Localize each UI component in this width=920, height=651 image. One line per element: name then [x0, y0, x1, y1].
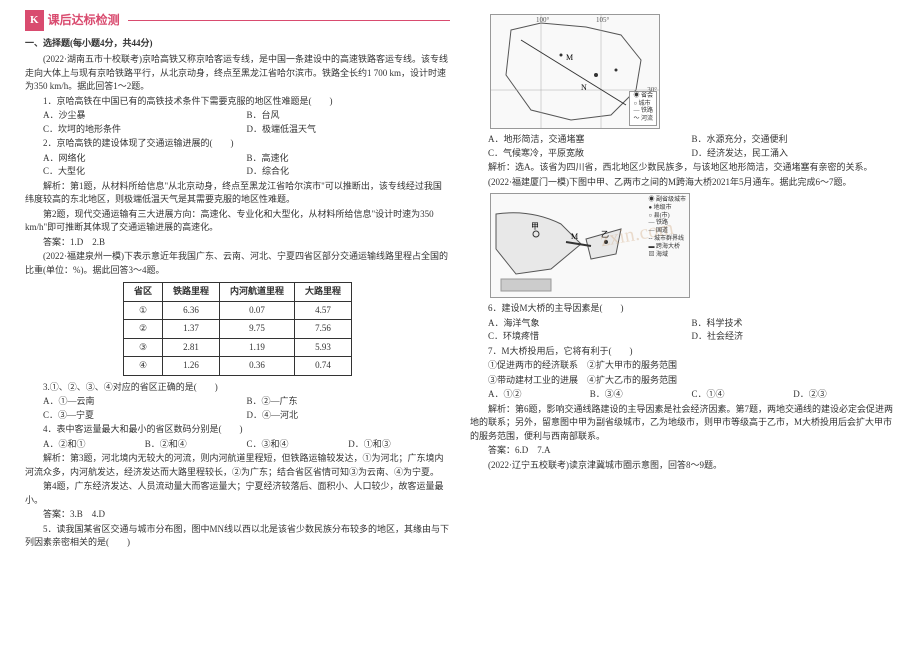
section-title: 一、选择题(每小题4分，共44分): [25, 37, 450, 51]
analysis-5: 解析：选A。该省为四川省，西北地区少数民族多，与该地区地形简洁，交通堵塞有亲密的…: [470, 161, 895, 175]
q3-options: A．①—云南 B．②—广东 C．③—宁夏 D．④—河北: [25, 395, 450, 422]
left-column: K 课后达标检测 一、选择题(每小题4分，共44分) (2022·湖南五市十校联…: [15, 10, 460, 641]
q7-options: A．①② B．③④ C．①④ D．②③: [470, 388, 895, 402]
q3-b: B．②—广东: [247, 395, 451, 409]
q7-a: A．①②: [488, 388, 590, 402]
q4-options: A．②和① B．②和④ C．③和④ D．①和③: [25, 438, 450, 452]
q5-d: D．经济发达，民工涌入: [692, 147, 896, 161]
map1-legend: ◉ 省会 ○ 城市 — 铁路 ～ 河流: [629, 91, 657, 126]
q7-d: D．②③: [793, 388, 895, 402]
q5-options: A．地形简洁，交通堵塞 B．水源充分，交通便利 C．气候寒冷，平原宽敞 D．经济…: [470, 133, 895, 160]
analysis-12a: 解析：第1题，从材料所给信息"从北京动身，终点至黑龙江省哈尔滨市"可以推断出，该…: [25, 180, 450, 207]
svg-text:N: N: [581, 83, 587, 92]
intro-89: (2022·辽宁五校联考)读京津冀城市圈示意图，回答8～9题。: [470, 459, 895, 473]
analysis-12b: 第2题，现代交通运输有三大进展方向：高速化、专业化和大型化，从材料所给信息"设计…: [25, 208, 450, 235]
map-lon1: 100°: [536, 15, 549, 26]
q4-b: B．②和④: [145, 438, 247, 452]
q7-line1: ①促进两市的经济联系 ②扩大甲市的服务范围: [470, 359, 895, 373]
table-row: ②1.379.757.56: [123, 320, 351, 339]
intro-67: (2022·福建厦门一模)下图中甲、乙两市之间的M跨海大桥2021年5月通车。据…: [470, 176, 895, 190]
th1: 省区: [123, 283, 162, 302]
header-badge: K: [25, 10, 44, 31]
q5-b: B．水源充分，交通便利: [692, 133, 896, 147]
intro-12: (2022·湖南五市十校联考)京哈高铁又称京哈客运专线，是中国一条建设中的高速铁…: [25, 53, 450, 94]
q7-c: C．①④: [692, 388, 794, 402]
svg-text:M: M: [571, 232, 578, 241]
q1-c: C．坎坷的地形条件: [43, 123, 247, 137]
map-lon2: 105°: [596, 15, 609, 26]
header-line: [128, 20, 450, 21]
table-row: ①6.360.074.57: [123, 301, 351, 320]
q5: 5．读我国某省区交通与城市分布图，图中MN线以西以北是该省少数民族分布较多的地区…: [25, 523, 450, 550]
table-header-row: 省区 铁路里程 内河航道里程 大路里程: [123, 283, 351, 302]
q6-c: C．环境疼惜: [488, 330, 692, 344]
q6-options: A．海洋气象 B．科学技术 C．环境疼惜 D．社会经济: [470, 317, 895, 344]
q4-a: A．②和①: [43, 438, 145, 452]
q3: 3.①、②、③、④对应的省区正确的是( ): [25, 381, 450, 395]
q4-c: C．③和④: [247, 438, 349, 452]
intro-34: (2022·福建泉州一模)下表示意近年我国广东、云南、河北、宁夏四省区部分交通运…: [25, 250, 450, 277]
q1-a: A．沙尘暴: [43, 109, 247, 123]
q2: 2．京哈高铁的建设体现了交通运输进展的( ): [25, 137, 450, 151]
q3-c: C．③—宁夏: [43, 409, 247, 423]
table-row: ④1.260.360.74: [123, 357, 351, 376]
map-bridge: M 甲 乙 zxin.com ◉ 副省级城市 ● 地级市 ○ 县(市) — 铁路…: [490, 193, 690, 298]
q6-a: A．海洋气象: [488, 317, 692, 331]
q2-a: A．网络化: [43, 152, 247, 166]
table-row: ③2.811.195.93: [123, 338, 351, 357]
svg-text:甲: 甲: [531, 222, 539, 231]
q2-options: A．网络化 B．高速化 C．大型化 D．综合化: [25, 152, 450, 179]
analysis-67: 解析：第6题，影响交通线路建设的主导因素是社会经济因素。第7题，两地交通线的建设…: [470, 403, 895, 444]
q4-d: D．①和③: [348, 438, 450, 452]
right-column: M N 100° 105° 30° ◉ 省会 ○ 城市 — 铁路 ～ 河流 A．…: [460, 10, 905, 641]
th4: 大路里程: [295, 283, 352, 302]
analysis-34b: 第4题，广东经济发达、人员流动量大而客运量大；宁夏经济较落后、面积小、人口较少，…: [25, 480, 450, 507]
map2-legend: ◉ 副省级城市 ● 地级市 ○ 县(市) — 铁路 — 国道 -- 城市群界线 …: [648, 197, 686, 259]
q6-b: B．科学技术: [692, 317, 896, 331]
q6-d: D．社会经济: [692, 330, 896, 344]
q1-b: B．台风: [247, 109, 451, 123]
header: K 课后达标检测: [25, 10, 450, 31]
q2-c: C．大型化: [43, 165, 247, 179]
answer-12: 答案：1.D 2.B: [25, 236, 450, 250]
th3: 内河航道里程: [220, 283, 295, 302]
q7: 7．M大桥投用后，它将有利于( ): [470, 345, 895, 359]
q7-b: B．③④: [590, 388, 692, 402]
th2: 铁路里程: [162, 283, 219, 302]
q2-b: B．高速化: [247, 152, 451, 166]
q5-a: A．地形简洁，交通堵塞: [488, 133, 692, 147]
q5-c: C．气候寒冷，平原宽敞: [488, 147, 692, 161]
answer-67: 答案：6.D 7.A: [470, 444, 895, 458]
q7-line2: ③带动建材工业的进展 ④扩大乙市的服务范围: [470, 374, 895, 388]
q4: 4．表中客运量最大和最小的省区数码分别是( ): [25, 423, 450, 437]
svg-text:M: M: [566, 53, 573, 62]
answer-34: 答案：3.B 4.D: [25, 508, 450, 522]
map-sichuan: M N 100° 105° 30° ◉ 省会 ○ 城市 — 铁路 ～ 河流: [490, 14, 660, 129]
q3-a: A．①—云南: [43, 395, 247, 409]
analysis-34a: 解析：第3题，河北境内无较大的河流，则内河航道里程短，但铁路运输较发达，①为河北…: [25, 452, 450, 479]
q3-d: D．④—河北: [247, 409, 451, 423]
q1-options: A．沙尘暴 B．台风 C．坎坷的地形条件 D．极端低温天气: [25, 109, 450, 136]
q6: 6．建设M大桥的主导因素是( ): [470, 302, 895, 316]
data-table: 省区 铁路里程 内河航道里程 大路里程 ①6.360.074.57 ②1.379…: [123, 282, 352, 376]
q1-d: D．极端低温天气: [247, 123, 451, 137]
q1: 1．京哈高铁在中国已有的高铁技术条件下需要克服的地区性难题是( ): [25, 95, 450, 109]
header-title: 课后达标检测: [48, 11, 120, 29]
q2-d: D．综合化: [247, 165, 451, 179]
